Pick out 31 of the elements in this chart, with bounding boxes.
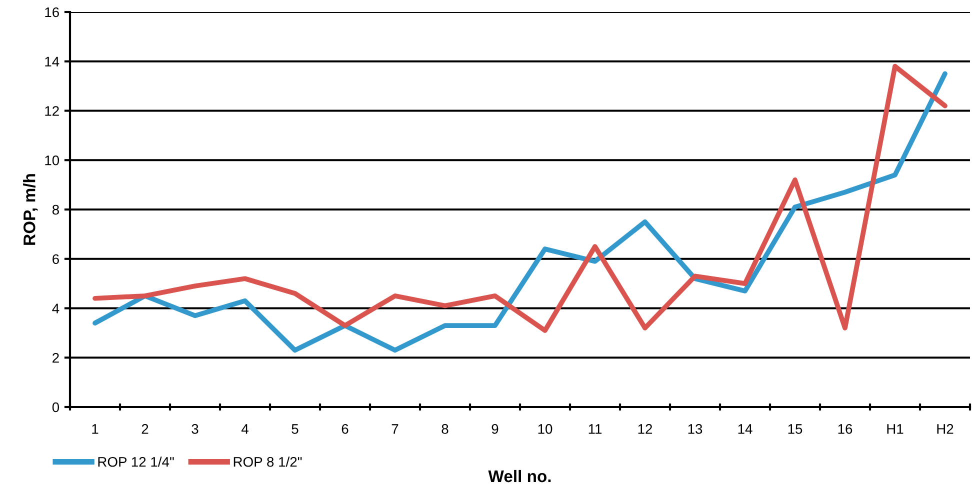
y-tick-label: 2 bbox=[52, 352, 59, 363]
x-tick-label: 13 bbox=[688, 424, 702, 434]
x-tick-label: 12 bbox=[638, 424, 652, 434]
y-tick-label: 14 bbox=[45, 56, 60, 66]
x-tick-label: 3 bbox=[192, 424, 198, 434]
x-tick-label: 11 bbox=[588, 424, 602, 434]
y-tick-label: 16 bbox=[45, 7, 59, 18]
x-axis-title: Well no. bbox=[488, 470, 551, 482]
y-tick-label: 8 bbox=[52, 204, 59, 215]
x-tick-label: 8 bbox=[442, 424, 448, 434]
x-tick-label: 6 bbox=[342, 424, 348, 434]
y-tick-label: 4 bbox=[52, 304, 60, 314]
legend-label: ROP 8 1/2" bbox=[234, 456, 302, 467]
legend-label: ROP 12 1/4" bbox=[98, 456, 174, 467]
x-tick-label: 7 bbox=[392, 424, 398, 434]
y-tick-label: 6 bbox=[52, 254, 59, 264]
x-tick-label: 4 bbox=[241, 424, 248, 434]
x-tick-label: 2 bbox=[142, 424, 148, 434]
y-tick-label: 10 bbox=[45, 155, 60, 166]
x-tick-label: 14 bbox=[738, 424, 752, 434]
x-tick-label: 15 bbox=[788, 424, 802, 434]
x-tick-label: 5 bbox=[292, 424, 298, 434]
x-tick-label: H1 bbox=[887, 424, 904, 434]
x-tick-label: 1 bbox=[92, 424, 98, 434]
x-tick-label: 16 bbox=[838, 424, 852, 434]
y-axis-title: ROP, m/h bbox=[23, 174, 38, 245]
x-tick-label: 9 bbox=[492, 424, 498, 434]
x-tick-label: H2 bbox=[937, 424, 954, 434]
x-tick-label: 10 bbox=[538, 424, 552, 434]
y-tick-label: 12 bbox=[45, 106, 59, 116]
y-tick-label: 0 bbox=[52, 402, 60, 412]
